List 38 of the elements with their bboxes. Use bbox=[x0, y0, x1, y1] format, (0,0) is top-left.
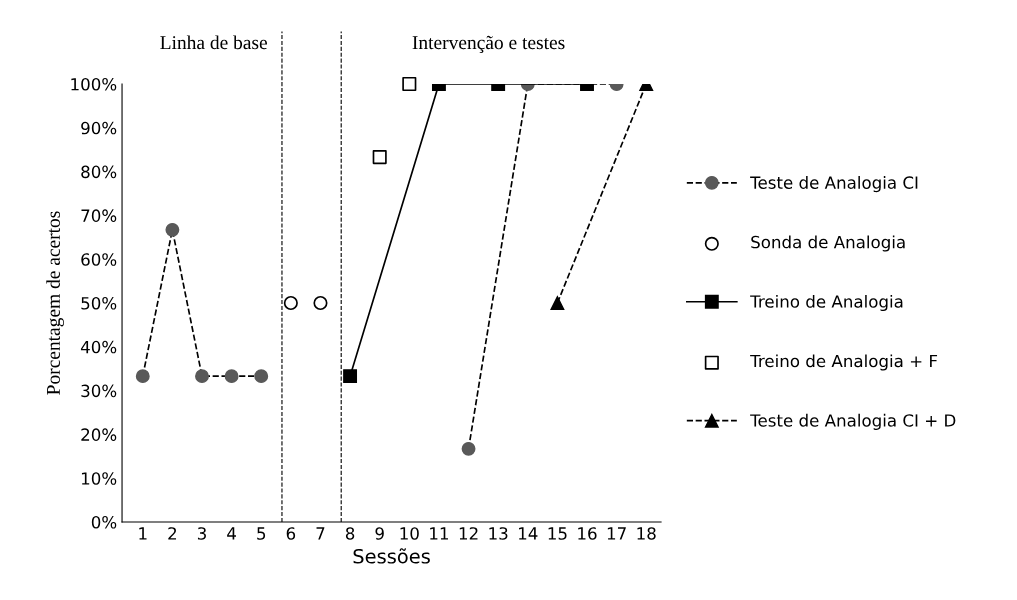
legend-label: Treino de Analogia bbox=[750, 294, 903, 312]
legend-label: Teste de Analogia CI bbox=[750, 176, 918, 193]
x-tick-label: 13 bbox=[489, 527, 508, 540]
x-tick-label: 14 bbox=[519, 527, 538, 540]
x-tick-label: 18 bbox=[637, 527, 656, 540]
x-tick-label: 6 bbox=[286, 527, 296, 540]
x-tick-label: 7 bbox=[316, 527, 325, 540]
legend-label: Treino de Analogia + F bbox=[750, 354, 938, 371]
y-tick-label: 100% bbox=[71, 77, 117, 91]
x-tick-label: 16 bbox=[578, 527, 597, 540]
x-tick-label: 8 bbox=[345, 527, 355, 540]
x-tick-label: 9 bbox=[375, 527, 384, 540]
x-axis-title: Sessões bbox=[353, 548, 430, 564]
x-tick-label: 5 bbox=[257, 527, 266, 540]
legend-label: Sonda de Analogia bbox=[751, 235, 905, 252]
y-axis-title: Porcentagem de acertos bbox=[46, 211, 64, 395]
x-tick-label: 11 bbox=[430, 527, 448, 540]
x-tick-label: 15 bbox=[548, 527, 567, 540]
y-tick-label: 90% bbox=[81, 121, 117, 135]
x-tick-label: 1 bbox=[139, 527, 147, 540]
y-tick-label: 70% bbox=[81, 209, 117, 222]
x-tick-label: 4 bbox=[227, 527, 236, 540]
y-tick-label: 10% bbox=[81, 472, 117, 485]
x-tick-label: 3 bbox=[197, 527, 206, 540]
text: Intervenção e testes bbox=[412, 35, 565, 54]
x-tick-label: 12 bbox=[459, 527, 478, 540]
y-tick-label: 50% bbox=[81, 296, 117, 310]
x-tick-label: 10 bbox=[400, 527, 419, 540]
x-tick-label: 2 bbox=[168, 527, 177, 540]
text: Linha de base bbox=[160, 35, 267, 50]
x-tick-label: 17 bbox=[607, 527, 626, 540]
y-tick-label: 0% bbox=[91, 515, 117, 529]
y-tick-label: 30% bbox=[81, 384, 117, 398]
y-tick-label: 60% bbox=[81, 253, 117, 266]
legend-label: Teste de Analogia CI + D bbox=[750, 413, 956, 430]
y-tick-label: 20% bbox=[81, 428, 117, 441]
y-tick-label: 80% bbox=[81, 165, 117, 179]
y-tick-label: 40% bbox=[80, 340, 117, 354]
